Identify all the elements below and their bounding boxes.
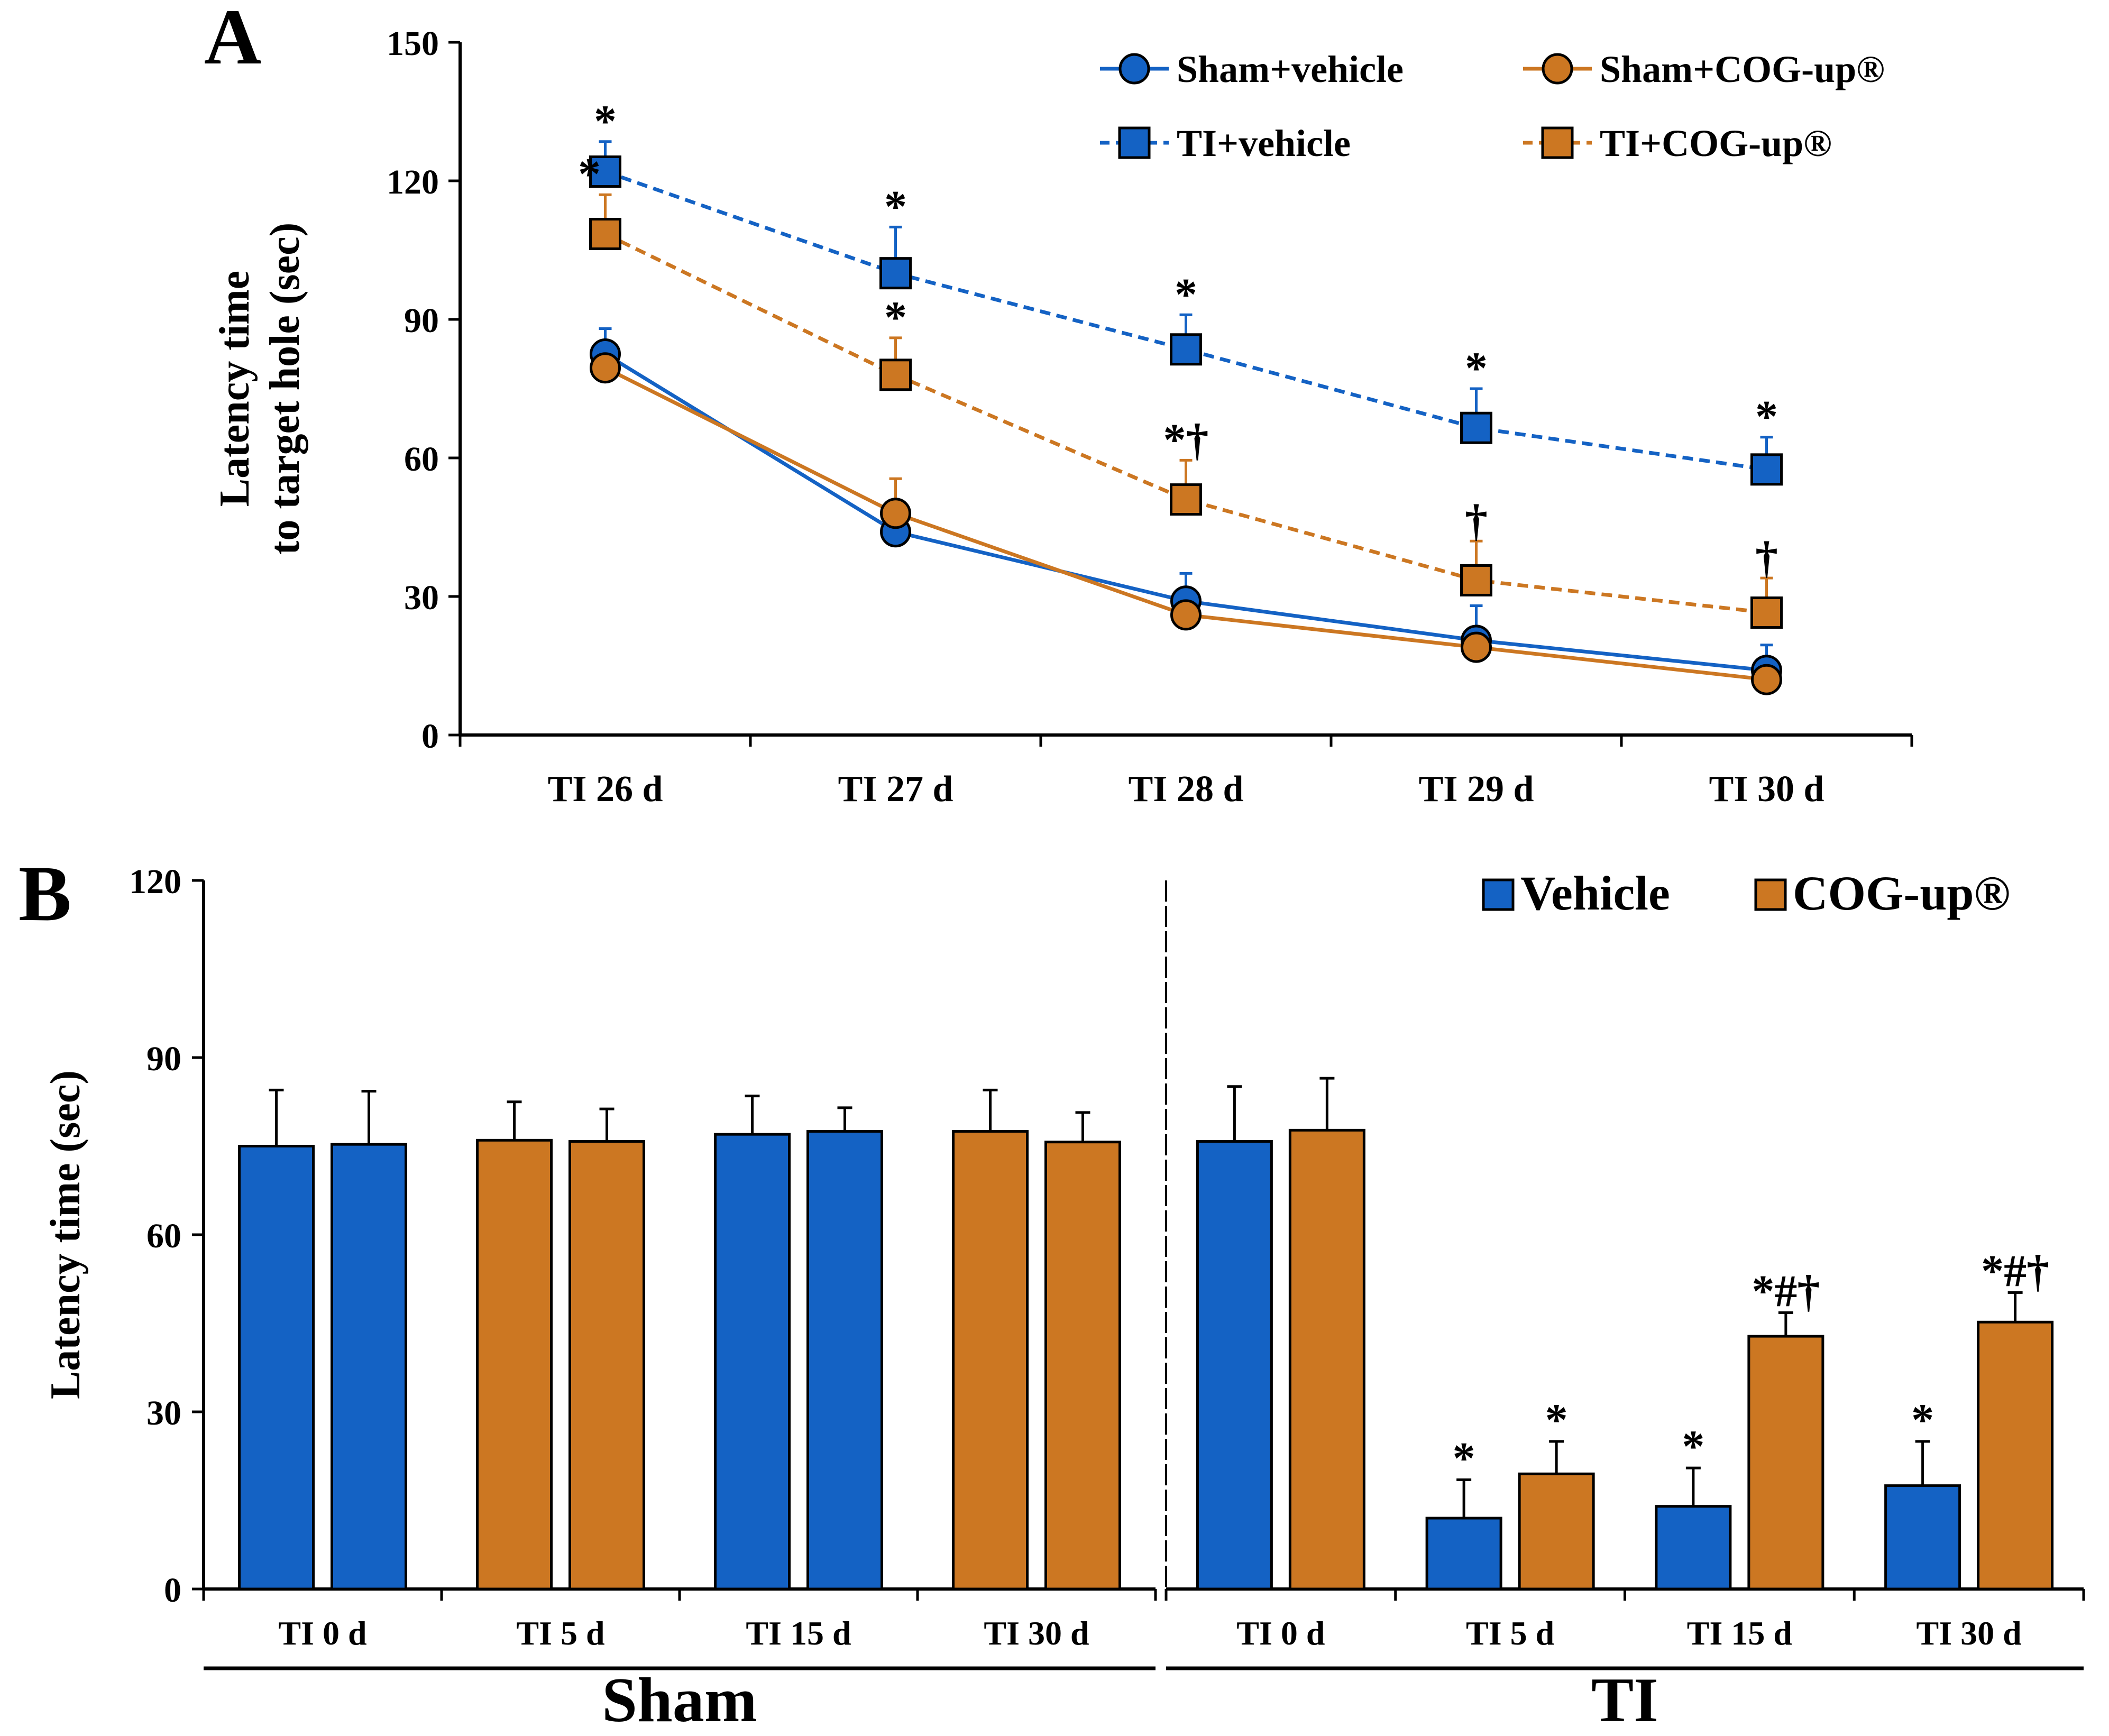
panel-a-y-tick-label: 120 xyxy=(387,163,439,201)
panel-b-bar xyxy=(714,1133,791,1591)
panel-a-y-label-line2: to target hole (sec) xyxy=(262,223,308,555)
panel-b-x-tick-label: TI 15 d xyxy=(1687,1614,1792,1652)
panel-b-letter: B xyxy=(19,850,71,938)
panel-a-legend-label: TI+vehicle xyxy=(1177,122,1351,164)
panel-a-y-label-line1: Latency time xyxy=(212,271,258,507)
panel-b-group-label: Sham xyxy=(602,1665,757,1735)
panel-a-data-point xyxy=(1170,599,1202,631)
panel-a-legend-marker xyxy=(1118,53,1150,85)
panel-b-bar xyxy=(1196,1140,1273,1591)
panel-b-x-tick-label: TI 5 d xyxy=(1466,1614,1554,1652)
panel-b-significance-mark: *#† xyxy=(1981,1245,2049,1296)
panel-a-data-point xyxy=(1751,664,1782,695)
panel-a-y-tick-label: 60 xyxy=(404,440,439,479)
panel-a-significance-mark: * xyxy=(594,96,617,146)
panel-b-x-tick-label: TI 0 d xyxy=(1236,1614,1325,1652)
panel-b-y-tick-label: 90 xyxy=(146,1040,181,1078)
panel-a-significance-mark: † xyxy=(1465,495,1488,546)
panel-a-legend-marker xyxy=(1541,126,1574,159)
panel-b-bar xyxy=(1044,1141,1121,1591)
panel-a-x-tick-label: TI 26 d xyxy=(548,769,663,810)
panel-a-data-point xyxy=(1170,483,1202,516)
panel-a-significance-mark: * xyxy=(884,292,907,343)
panel-a-legend-label: Sham+vehicle xyxy=(1177,48,1404,90)
panel-b-legend-label: COG-up® xyxy=(1793,866,2010,920)
panel-a-series-line xyxy=(604,170,1767,472)
panel-b-bar xyxy=(1518,1472,1595,1591)
panel-b-x-tick-label: TI 30 d xyxy=(1917,1614,2022,1652)
panel-a-series-line xyxy=(604,232,1767,615)
panel-b-x-tick-label: TI 0 d xyxy=(278,1614,366,1652)
panel-a-x-tick-label: TI 30 d xyxy=(1709,769,1824,810)
panel-b-significance-mark: * xyxy=(1545,1394,1568,1445)
panel-a-significance-mark: * xyxy=(884,181,907,232)
panel-b-y-tick-label: 0 xyxy=(164,1571,181,1610)
panel-a-data-point xyxy=(589,217,621,250)
panel-b-legend-label: Vehicle xyxy=(1520,866,1670,920)
panel-b-legend-swatch xyxy=(1482,878,1515,911)
panel-a-data-point xyxy=(879,257,912,290)
panel-a-data-point xyxy=(1460,564,1492,596)
panel-a-x-tick-label: TI 28 d xyxy=(1129,769,1244,810)
panel-b-y-tick-label: 30 xyxy=(146,1394,181,1432)
panel-b-bar xyxy=(806,1130,883,1591)
panel-b-significance-mark: * xyxy=(1453,1432,1475,1483)
panel-a-significance-mark: * xyxy=(578,149,601,199)
panel-a-data-point xyxy=(879,359,912,391)
panel-a: A 0 30 60 90 120 150 TI 26 d TI 27 d TI 28 d TI 29… xyxy=(204,0,1913,810)
panel-a-data-point xyxy=(1750,453,1783,486)
panel-b-x-tick-label: TI 5 d xyxy=(516,1614,604,1652)
panel-b-y-label: Latency time (sec) xyxy=(42,1070,89,1399)
panel-b-bar xyxy=(476,1138,553,1591)
panel-b-bar xyxy=(952,1130,1029,1591)
panel-a-x-tick-label: TI 27 d xyxy=(838,769,953,810)
panel-a-data-point xyxy=(589,155,621,188)
panel-a-data-point xyxy=(880,498,911,529)
panel-b-bar xyxy=(1747,1335,1824,1591)
panel-b-bar xyxy=(331,1143,407,1591)
panel-b-x-tick-label: TI 15 d xyxy=(746,1614,851,1652)
panel-a-significance-mark: † xyxy=(1755,532,1778,583)
panel-b-significance-mark: * xyxy=(1682,1421,1704,1472)
panel-a-legend-marker xyxy=(1542,53,1573,85)
panel-b-y-tick-label: 120 xyxy=(129,862,181,901)
panel-b-legend-swatch xyxy=(1754,878,1787,911)
panel-b-bar xyxy=(1425,1517,1502,1591)
panel-b-bar xyxy=(238,1145,315,1591)
panel-a-legend-label: TI+COG-up® xyxy=(1600,122,1832,164)
panel-b-x-tick-label: TI 30 d xyxy=(984,1614,1089,1652)
panel-a-data-point xyxy=(1461,631,1492,663)
panel-b-group-label: TI xyxy=(1591,1665,1658,1735)
panel-b: B 0 30 60 90 120 Latency time (sec) TI 0 d TI 5 … xyxy=(19,850,2085,1735)
panel-a-data-point xyxy=(590,352,621,384)
panel-b-y-tick-label: 60 xyxy=(146,1217,181,1255)
panel-b-y-label-text: Latency time (sec) xyxy=(42,1070,89,1399)
panel-a-y-tick-label: 150 xyxy=(387,24,439,63)
panel-a-y-tick-label: 90 xyxy=(404,301,439,340)
panel-b-bar xyxy=(1884,1484,1961,1591)
panel-a-letter: A xyxy=(204,0,261,81)
panel-b-bar xyxy=(1977,1320,2054,1591)
panel-a-y-tick-label: 30 xyxy=(404,578,439,617)
panel-a-legend-label: Sham+COG-up® xyxy=(1600,48,1885,90)
panel-a-y-label: Latency time to target hole (sec) xyxy=(212,223,308,555)
panel-a-significance-mark: * xyxy=(1465,343,1488,393)
panel-b-bar xyxy=(1288,1128,1365,1591)
panel-b-bar xyxy=(1655,1505,1732,1591)
panel-a-y-tick-label: 0 xyxy=(421,717,439,756)
panel-a-data-point xyxy=(1460,411,1492,444)
panel-a-x-tick-label: TI 29 d xyxy=(1419,769,1534,810)
panel-a-significance-mark: * xyxy=(1755,391,1778,442)
panel-b-significance-mark: * xyxy=(1911,1394,1934,1445)
panel-a-data-point xyxy=(1170,333,1202,366)
panel-a-data-point xyxy=(1750,596,1783,629)
panel-a-significance-mark: * xyxy=(1175,269,1197,319)
panel-b-significance-mark: *#† xyxy=(1752,1265,1820,1316)
panel-a-significance-mark: *† xyxy=(1163,414,1209,465)
panel-a-legend-marker xyxy=(1118,126,1151,159)
panel-b-bar xyxy=(568,1140,645,1591)
